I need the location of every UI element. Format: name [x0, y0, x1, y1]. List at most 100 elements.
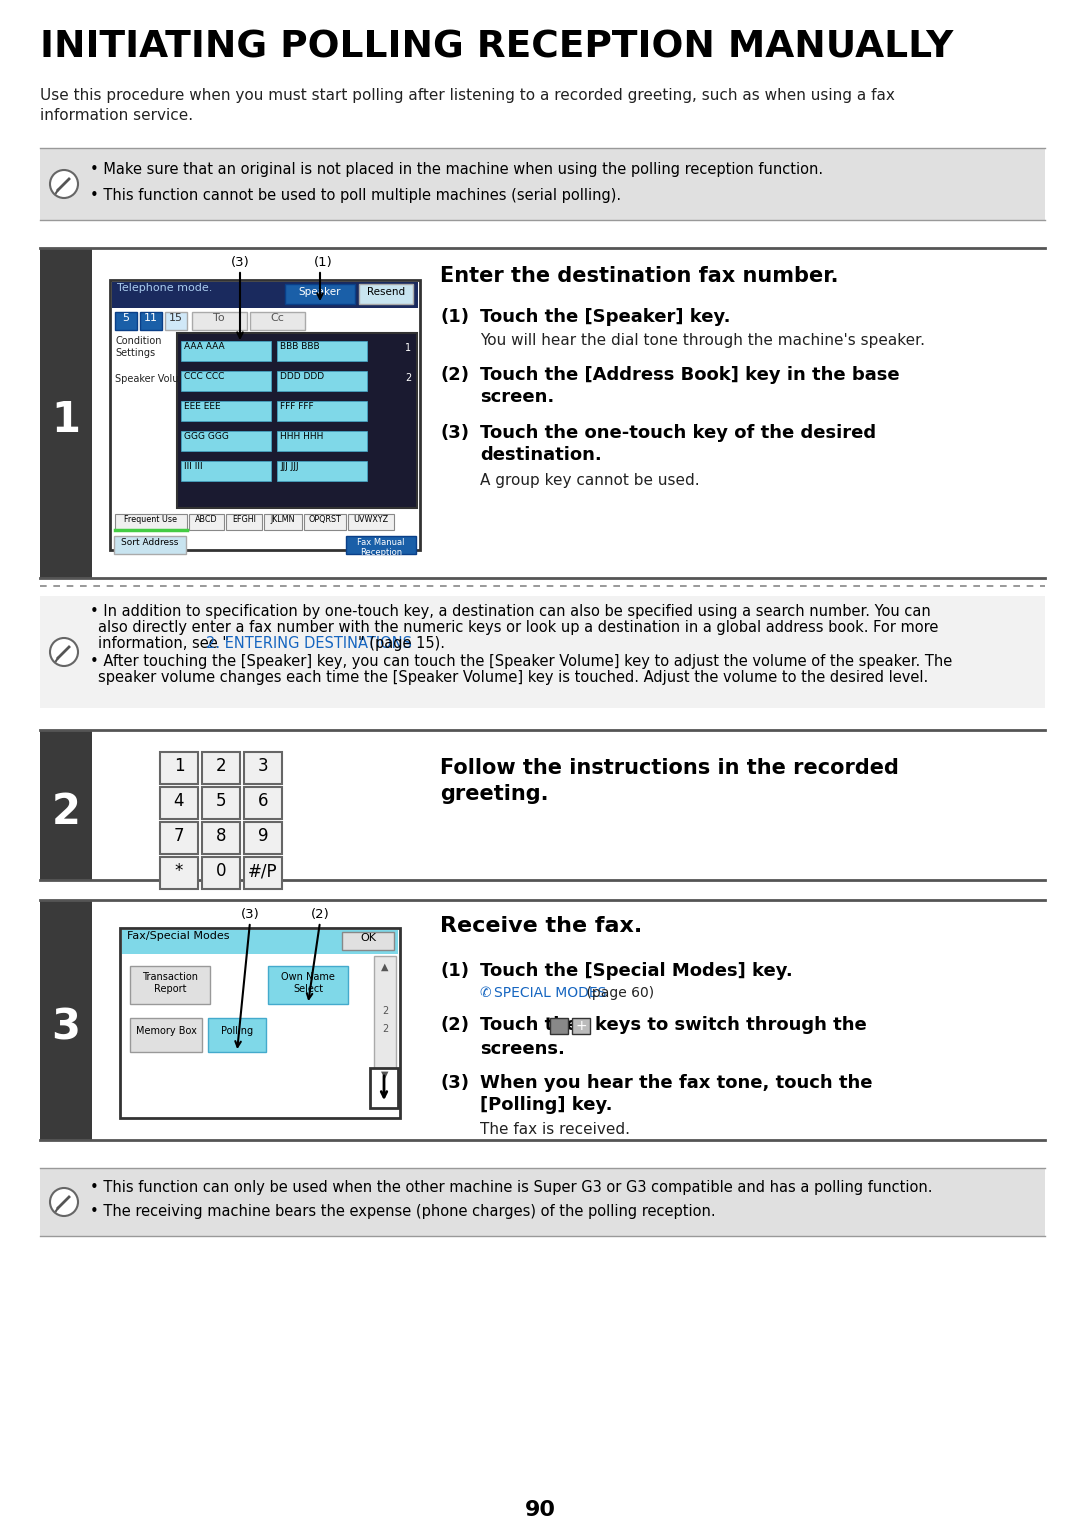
- Bar: [160, 857, 198, 889]
- Text: 1: 1: [405, 342, 411, 353]
- Text: (2): (2): [440, 367, 469, 384]
- Bar: [160, 787, 198, 819]
- Bar: [165, 312, 187, 330]
- Text: (3): (3): [231, 257, 249, 269]
- Text: Memory Box: Memory Box: [136, 1025, 197, 1036]
- Text: The fax is received.: The fax is received.: [480, 1122, 630, 1137]
- Bar: [276, 461, 367, 481]
- Bar: [181, 341, 271, 361]
- Text: Receive the fax.: Receive the fax.: [440, 915, 643, 937]
- Bar: [40, 900, 92, 1140]
- Text: 2: 2: [216, 756, 227, 775]
- Text: Use this procedure when you must start polling after listening to a recorded gre: Use this procedure when you must start p…: [40, 89, 895, 102]
- Text: Polling: Polling: [221, 1025, 253, 1036]
- Text: (3): (3): [241, 908, 259, 921]
- Bar: [40, 148, 1045, 220]
- Text: 2: 2: [52, 792, 80, 833]
- Text: EFGHI: EFGHI: [232, 515, 256, 524]
- Text: 3: 3: [52, 1005, 81, 1048]
- Bar: [112, 283, 418, 309]
- Text: III III: III III: [184, 461, 203, 471]
- Text: information, see ": information, see ": [98, 636, 229, 651]
- Text: Sort Address: Sort Address: [121, 538, 178, 547]
- Text: #/P: #/P: [248, 862, 278, 880]
- Text: (1): (1): [313, 257, 333, 269]
- Text: • After touching the [Speaker] key, you can touch the [Speaker Volume] key to ad: • After touching the [Speaker] key, you …: [90, 654, 953, 669]
- Bar: [40, 730, 92, 880]
- Text: (1): (1): [440, 963, 469, 979]
- Text: ▲: ▲: [381, 963, 389, 972]
- Bar: [181, 461, 271, 481]
- Text: 11: 11: [144, 313, 158, 322]
- Bar: [346, 536, 416, 555]
- Bar: [276, 371, 367, 391]
- Text: UVWXYZ: UVWXYZ: [353, 515, 389, 524]
- Text: Telephone mode.: Telephone mode.: [117, 283, 213, 293]
- Bar: [130, 1018, 202, 1051]
- Bar: [202, 857, 240, 889]
- Text: Fax Manual
Reception: Fax Manual Reception: [357, 538, 405, 558]
- Bar: [177, 333, 417, 507]
- Text: ▼: ▼: [381, 1070, 389, 1080]
- Bar: [359, 284, 413, 304]
- Bar: [202, 787, 240, 819]
- Text: screens.: screens.: [480, 1041, 565, 1057]
- Bar: [264, 513, 302, 530]
- Bar: [550, 1018, 568, 1034]
- Text: 9: 9: [258, 827, 268, 845]
- Text: Touch the [Special Modes] key.: Touch the [Special Modes] key.: [480, 963, 793, 979]
- Text: 7: 7: [174, 827, 185, 845]
- Text: [Polling] key.: [Polling] key.: [480, 1096, 612, 1114]
- Text: Follow the instructions in the recorded: Follow the instructions in the recorded: [440, 758, 899, 778]
- Text: OK: OK: [360, 934, 376, 943]
- Text: 0: 0: [216, 862, 226, 880]
- Text: OPQRST: OPQRST: [309, 515, 341, 524]
- Text: JKLMN: JKLMN: [271, 515, 295, 524]
- Text: 2. ENTERING DESTINATIONS: 2. ENTERING DESTINATIONS: [206, 636, 411, 651]
- Text: 6: 6: [258, 792, 268, 810]
- Text: • In addition to specification by one-touch key, a destination can also be speci: • In addition to specification by one-to…: [90, 604, 931, 619]
- Bar: [114, 312, 137, 330]
- Bar: [160, 752, 198, 784]
- Text: information service.: information service.: [40, 108, 193, 122]
- Bar: [114, 536, 186, 555]
- Text: HHH HHH: HHH HHH: [280, 432, 323, 442]
- Bar: [276, 400, 367, 422]
- Text: 3: 3: [258, 756, 268, 775]
- Bar: [120, 927, 400, 1118]
- Text: Touch the [Address Book] key in the base: Touch the [Address Book] key in the base: [480, 367, 900, 384]
- Text: (2): (2): [440, 1016, 469, 1034]
- Bar: [276, 341, 367, 361]
- Text: (3): (3): [440, 1074, 469, 1093]
- Bar: [202, 752, 240, 784]
- Bar: [114, 513, 187, 530]
- Text: 90: 90: [525, 1500, 555, 1520]
- Text: GGG GGG: GGG GGG: [184, 432, 229, 442]
- Text: Touch the: Touch the: [480, 1016, 578, 1034]
- Bar: [122, 931, 399, 953]
- Bar: [268, 966, 348, 1004]
- Text: • This function cannot be used to poll multiple machines (serial polling).: • This function cannot be used to poll m…: [90, 188, 621, 203]
- Bar: [181, 400, 271, 422]
- Text: 2: 2: [405, 373, 411, 384]
- Text: Speaker: Speaker: [299, 287, 341, 296]
- Text: 8: 8: [216, 827, 226, 845]
- Text: • Make sure that an original is not placed in the machine when using the polling: • Make sure that an original is not plac…: [90, 162, 823, 177]
- Bar: [130, 966, 210, 1004]
- Text: When you hear the fax tone, touch the: When you hear the fax tone, touch the: [480, 1074, 873, 1093]
- Text: Resend: Resend: [367, 287, 405, 296]
- Bar: [244, 822, 282, 854]
- Bar: [40, 1167, 1045, 1236]
- Text: 1: 1: [52, 399, 81, 442]
- Text: CCC CCC: CCC CCC: [184, 371, 225, 380]
- Text: 5: 5: [122, 313, 130, 322]
- Text: (1): (1): [440, 309, 469, 325]
- Text: • The receiving machine bears the expense (phone charges) of the polling recepti: • The receiving machine bears the expens…: [90, 1204, 716, 1219]
- Circle shape: [50, 1187, 78, 1216]
- Bar: [192, 312, 247, 330]
- Text: Transaction
Report: Transaction Report: [141, 972, 198, 995]
- Text: keys to switch through the: keys to switch through the: [595, 1016, 867, 1034]
- Bar: [181, 431, 271, 451]
- Bar: [374, 957, 396, 1086]
- Text: To: To: [213, 313, 225, 322]
